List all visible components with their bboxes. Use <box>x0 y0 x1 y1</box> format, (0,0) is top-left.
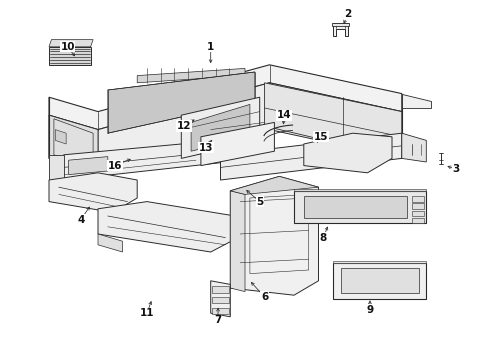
Polygon shape <box>181 97 260 158</box>
Polygon shape <box>212 297 229 303</box>
Text: 10: 10 <box>60 42 75 52</box>
Polygon shape <box>402 133 426 162</box>
Text: 13: 13 <box>198 143 213 153</box>
Text: 16: 16 <box>108 161 122 171</box>
Polygon shape <box>270 83 402 158</box>
Polygon shape <box>64 137 260 180</box>
Text: 15: 15 <box>314 132 328 142</box>
Polygon shape <box>333 263 426 299</box>
Polygon shape <box>304 133 392 173</box>
Polygon shape <box>341 268 419 293</box>
Polygon shape <box>230 191 245 292</box>
Polygon shape <box>332 23 349 26</box>
Polygon shape <box>294 191 426 223</box>
Polygon shape <box>98 234 122 252</box>
Text: 8: 8 <box>320 233 327 243</box>
Polygon shape <box>137 68 245 83</box>
Polygon shape <box>412 211 424 216</box>
Text: 5: 5 <box>256 197 263 207</box>
Polygon shape <box>55 130 66 144</box>
Polygon shape <box>402 94 431 108</box>
Polygon shape <box>212 286 229 293</box>
Text: 9: 9 <box>367 305 373 315</box>
Text: 1: 1 <box>207 42 214 52</box>
Polygon shape <box>98 83 270 173</box>
Polygon shape <box>220 133 402 180</box>
Polygon shape <box>191 104 250 151</box>
Polygon shape <box>333 261 426 263</box>
Text: 11: 11 <box>140 308 154 318</box>
Polygon shape <box>412 203 424 209</box>
Polygon shape <box>412 218 424 223</box>
Text: 4: 4 <box>77 215 85 225</box>
Text: 12: 12 <box>176 121 191 131</box>
Polygon shape <box>412 196 424 202</box>
Polygon shape <box>265 83 402 158</box>
Polygon shape <box>230 176 318 194</box>
Polygon shape <box>201 122 274 166</box>
Polygon shape <box>211 281 230 317</box>
Polygon shape <box>230 176 318 295</box>
Text: 7: 7 <box>214 315 222 325</box>
Text: 3: 3 <box>452 164 459 174</box>
Polygon shape <box>98 202 245 252</box>
Polygon shape <box>108 72 255 133</box>
Polygon shape <box>49 115 98 173</box>
Polygon shape <box>49 155 64 180</box>
Polygon shape <box>304 196 407 218</box>
Polygon shape <box>69 157 108 175</box>
Text: 6: 6 <box>261 292 268 302</box>
Text: 14: 14 <box>277 110 292 120</box>
Polygon shape <box>294 189 426 191</box>
Polygon shape <box>49 173 137 212</box>
Polygon shape <box>333 23 348 36</box>
Polygon shape <box>49 65 402 130</box>
Polygon shape <box>49 40 93 47</box>
Polygon shape <box>49 115 98 173</box>
Text: 2: 2 <box>344 9 351 19</box>
Polygon shape <box>212 308 229 314</box>
Polygon shape <box>49 47 91 65</box>
